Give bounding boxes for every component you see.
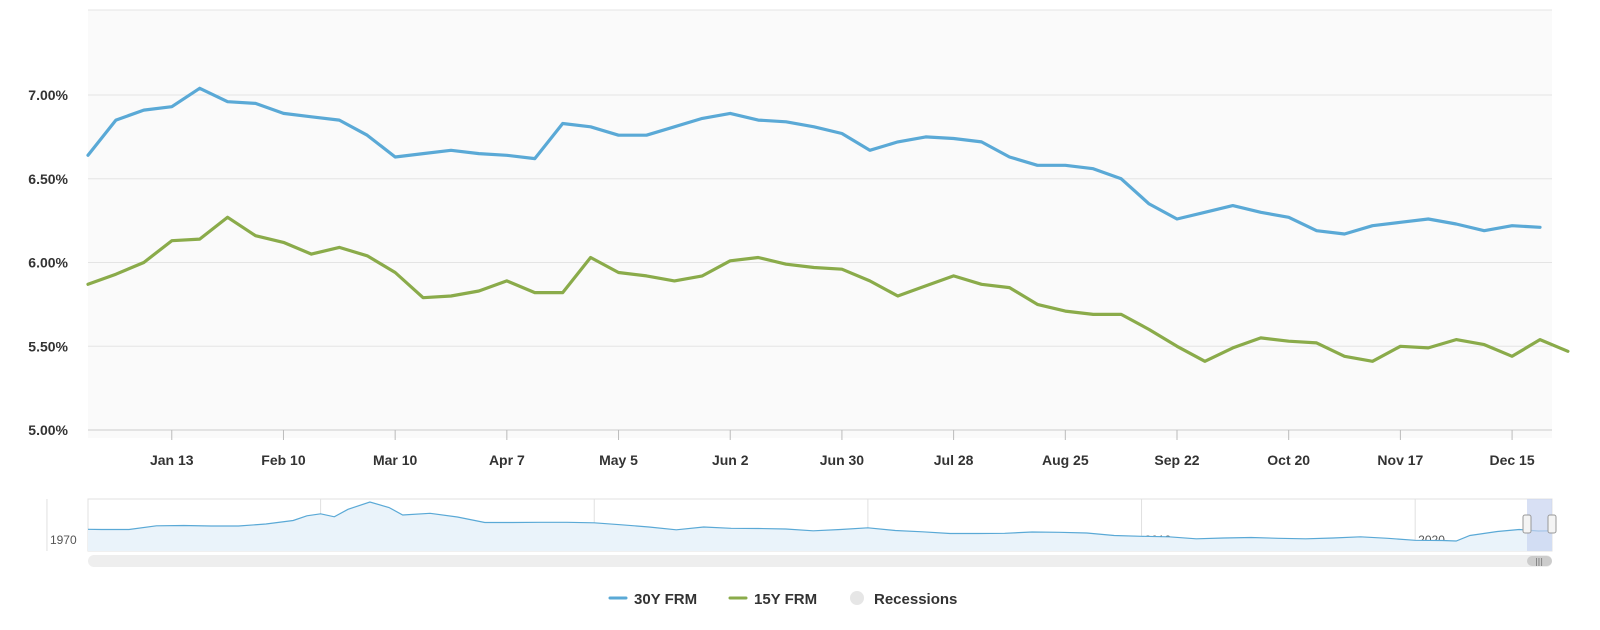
- navigator-line: [87, 501, 1553, 542]
- legend-label: 15Y FRM: [754, 591, 817, 608]
- legend-item-30y-frm[interactable]: 30Y FRM: [608, 591, 697, 608]
- y-tick-label: 6.00%: [28, 255, 68, 271]
- y-axis: 5.00% 5.50% 6.00% 6.50% 7.00%: [28, 87, 68, 438]
- x-tick-label: Jun 2: [712, 452, 749, 468]
- navigator-left-handle[interactable]: [1522, 514, 1532, 534]
- legend-item-15y-frm[interactable]: 15Y FRM: [728, 591, 817, 608]
- grid-lines: [88, 9, 1552, 431]
- legend-label: 30Y FRM: [634, 591, 697, 608]
- x-tick-label: Jul 28: [934, 452, 974, 468]
- legend-dot-icon: [850, 591, 864, 605]
- navigator-area: [88, 502, 1552, 551]
- y-tick-label: 5.00%: [28, 422, 68, 438]
- x-tick-label: Apr 7: [489, 452, 525, 468]
- navigator-scrollbar-track[interactable]: [88, 555, 1552, 567]
- range-navigator[interactable]: 197019801990200020102020 |||: [46, 498, 1557, 567]
- x-tick-label: Jun 30: [820, 452, 865, 468]
- plot-background: [88, 10, 1552, 438]
- navigator-series: [87, 501, 1553, 551]
- scrollbar-grip-icon: |||: [1535, 557, 1543, 566]
- x-tick-label: Jan 13: [150, 452, 194, 468]
- x-tick-label: Sep 22: [1154, 452, 1199, 468]
- navigator-year-label: 1970: [50, 533, 77, 547]
- x-tick-label: Aug 25: [1042, 452, 1089, 468]
- x-tick-label: May 5: [599, 452, 638, 468]
- legend: 30Y FRM 15Y FRM Recessions: [608, 591, 957, 608]
- x-tick-label: Dec 15: [1489, 452, 1534, 468]
- series-layer: [86, 86, 1570, 363]
- y-tick-label: 7.00%: [28, 87, 68, 103]
- x-tick-label: Oct 20: [1267, 452, 1310, 468]
- x-tick-label: Mar 10: [373, 452, 418, 468]
- navigator-right-handle[interactable]: [1547, 514, 1557, 534]
- x-tick-label: Nov 17: [1377, 452, 1423, 468]
- legend-item-recessions[interactable]: Recessions: [850, 591, 957, 608]
- x-axis: Jan 13 Feb 10 Mar 10 Apr 7 May 5 Jun 2 Jun 30 J…: [150, 430, 1535, 468]
- series-line-15y-frm[interactable]: [86, 215, 1570, 363]
- navigator-scrollbar-thumb[interactable]: [1527, 556, 1552, 566]
- y-tick-label: 6.50%: [28, 171, 68, 187]
- legend-label: Recessions: [874, 591, 957, 608]
- series-line-30y-frm[interactable]: [86, 86, 1542, 236]
- y-tick-label: 5.50%: [28, 338, 68, 354]
- x-tick-label: Feb 10: [261, 452, 306, 468]
